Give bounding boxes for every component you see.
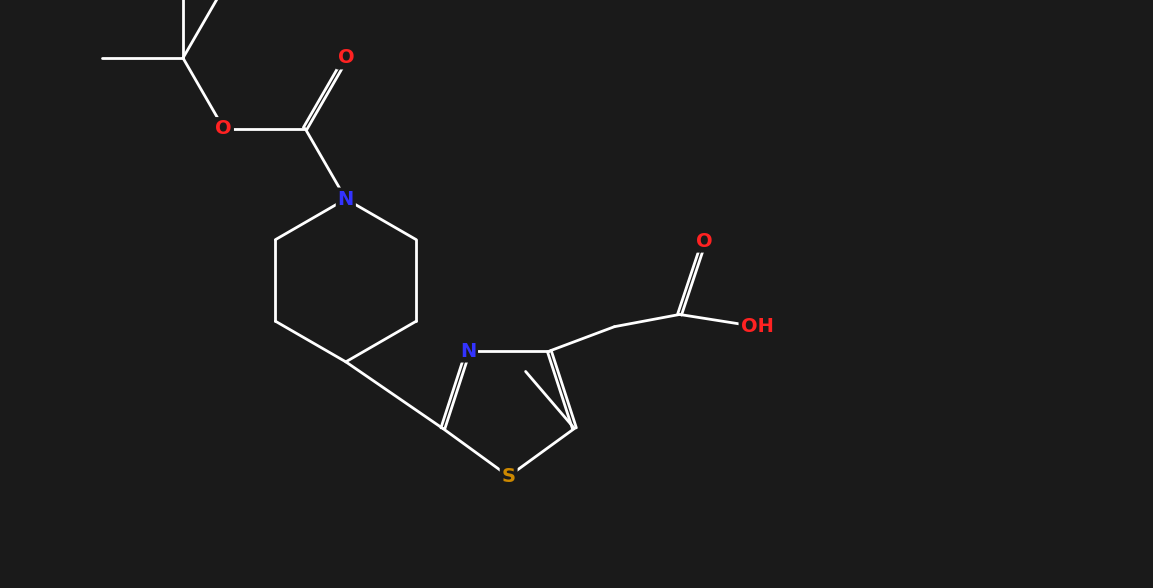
Text: O: O	[695, 232, 713, 250]
Text: N: N	[338, 189, 354, 209]
Text: O: O	[338, 48, 354, 68]
Text: OH: OH	[740, 317, 774, 336]
Text: O: O	[216, 119, 232, 138]
Text: S: S	[502, 467, 515, 486]
Text: N: N	[460, 342, 476, 360]
